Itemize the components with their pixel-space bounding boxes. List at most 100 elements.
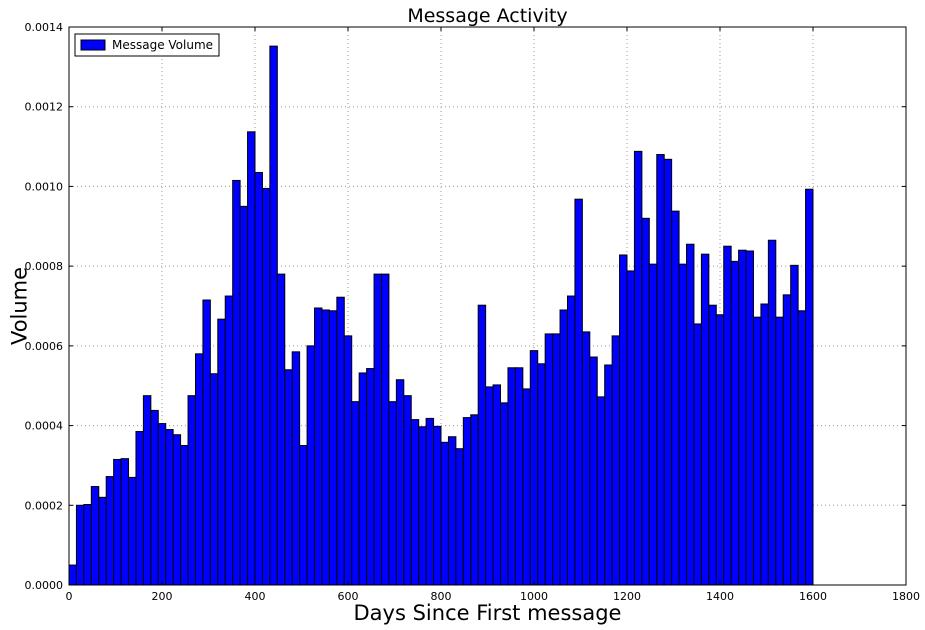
histogram-bar <box>314 307 323 586</box>
x-tick-label: 600 <box>338 590 359 603</box>
histogram-bar <box>388 401 397 586</box>
histogram-bar <box>247 131 256 586</box>
histogram-bar <box>700 253 710 586</box>
legend-label: Message Volume <box>112 38 213 52</box>
histogram-bar <box>433 425 442 586</box>
histogram-bar <box>782 294 792 586</box>
histogram-bar <box>418 426 427 586</box>
y-tick-label: 0.0004 <box>25 420 64 433</box>
histogram-bar <box>217 318 226 586</box>
histogram-bar <box>626 270 635 586</box>
histogram-bar <box>239 205 249 586</box>
histogram-bar <box>492 384 502 586</box>
histogram-bar <box>157 423 167 586</box>
histogram-bar <box>187 395 196 586</box>
histogram-bar <box>120 458 130 586</box>
histogram-bar <box>321 309 330 586</box>
histogram-bar <box>83 503 92 586</box>
axis-ticks: 0 200 400 600 800 1000 1200 1400 1600 1800 0.0000 0… <box>25 21 921 603</box>
histogram-bar <box>767 239 777 586</box>
histogram-bar <box>269 45 278 586</box>
histogram-bar <box>596 396 606 586</box>
histogram-bar <box>552 333 561 586</box>
x-tick-label: 1800 <box>892 590 920 603</box>
histogram-bar <box>128 476 137 586</box>
histogram-bar <box>373 273 382 586</box>
histogram-bar <box>566 295 576 586</box>
histogram-bar <box>790 264 799 586</box>
histogram-bar <box>514 367 524 586</box>
histogram-bar <box>641 217 650 586</box>
histogram-bar <box>693 323 702 586</box>
x-tick-label: 1000 <box>520 590 548 603</box>
x-tick-label: 800 <box>431 590 452 603</box>
histogram-bar <box>447 436 457 586</box>
histogram-bar <box>299 445 308 586</box>
x-tick-label: 200 <box>152 590 173 603</box>
histogram-bar <box>291 351 301 586</box>
histogram-bar <box>686 243 695 586</box>
y-tick-label: 0.0000 <box>25 579 64 592</box>
bars-group <box>68 45 814 586</box>
histogram-bar <box>544 333 554 586</box>
histogram-bar <box>656 154 665 586</box>
histogram-bar <box>261 187 271 586</box>
histogram-bar <box>351 401 360 586</box>
histogram-bar <box>775 316 784 586</box>
histogram-bar <box>366 368 375 586</box>
legend: Message Volume <box>74 33 220 57</box>
histogram-bar <box>738 249 747 586</box>
y-tick-label: 0.0006 <box>25 340 64 353</box>
histogram-bar <box>142 395 152 586</box>
histogram-bar <box>604 364 613 586</box>
histogram-bar <box>581 331 591 586</box>
histogram-bar <box>574 198 583 586</box>
y-axis-title: Volume <box>7 267 31 345</box>
histogram-bar <box>180 445 189 586</box>
y-tick-label: 0.0002 <box>25 499 64 512</box>
histogram-bar <box>500 402 509 586</box>
y-tick-label: 0.0014 <box>25 21 64 34</box>
histogram-bar <box>723 245 732 586</box>
histogram-bar <box>194 353 204 586</box>
histogram-bar <box>708 304 717 586</box>
histogram-bar <box>470 414 479 586</box>
chart-title: Message Activity <box>407 5 567 27</box>
histogram-bar <box>455 448 464 586</box>
x-tick-label: 400 <box>245 590 266 603</box>
histogram-bar <box>760 303 769 586</box>
histogram-bar <box>678 263 688 586</box>
histogram-bar <box>589 356 598 586</box>
y-tick-label: 0.0010 <box>25 180 64 193</box>
histogram-bar <box>328 310 338 586</box>
histogram-bar <box>395 379 405 586</box>
histogram-bar <box>98 496 107 586</box>
histogram-bar <box>440 441 449 586</box>
histogram-bar <box>358 372 368 586</box>
x-tick-label: 0 <box>66 590 73 603</box>
histogram-bar <box>559 309 568 586</box>
histogram-bar <box>671 210 680 586</box>
histogram-bar <box>276 273 286 586</box>
x-axis-title: Days Since First message <box>354 601 622 625</box>
histogram-bar <box>611 335 621 586</box>
histogram-bar <box>202 299 211 586</box>
histogram-bar <box>797 310 807 586</box>
histogram-bar <box>715 314 725 586</box>
histogram-bar <box>232 179 241 586</box>
histogram-bar <box>752 316 762 586</box>
histogram-bar <box>209 373 219 586</box>
histogram-bar <box>425 417 435 586</box>
histogram-bar <box>805 188 814 586</box>
histogram-bar <box>336 296 345 586</box>
x-tick-label: 1200 <box>613 590 641 603</box>
histogram-bar <box>254 171 263 586</box>
histogram-bar <box>224 295 234 586</box>
histogram-bar <box>410 419 420 586</box>
histogram-bar <box>135 431 144 586</box>
y-tick-label: 0.0012 <box>25 101 64 114</box>
legend-swatch <box>80 39 106 51</box>
y-tick-label: 0.0008 <box>25 260 64 273</box>
histogram-bar <box>529 350 539 586</box>
histogram-bar <box>477 304 487 586</box>
